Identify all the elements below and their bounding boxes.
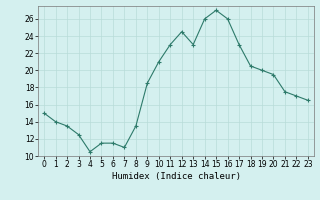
X-axis label: Humidex (Indice chaleur): Humidex (Indice chaleur) bbox=[111, 172, 241, 181]
